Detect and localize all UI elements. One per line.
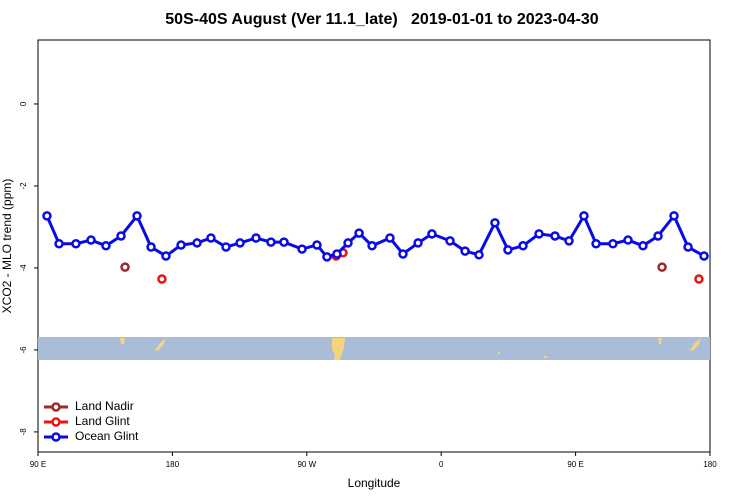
data-point	[157, 274, 167, 284]
y-tick-label: -2	[19, 182, 28, 190]
data-point	[445, 236, 455, 246]
data-point	[221, 242, 231, 252]
y-axis-label: XCO2 - MLO trend (ppm)	[0, 179, 14, 314]
data-point	[146, 242, 156, 252]
data-point	[503, 245, 513, 255]
y-tick-label: 0	[19, 101, 28, 106]
data-point	[235, 238, 245, 248]
data-point	[534, 229, 544, 239]
y-tick-label: -4	[19, 264, 28, 272]
data-point	[367, 241, 377, 251]
data-point	[427, 229, 437, 239]
data-point	[683, 242, 693, 252]
x-tick-label: 180	[166, 460, 180, 469]
data-point	[518, 241, 528, 251]
data-point	[86, 235, 96, 245]
data-point	[312, 240, 322, 250]
x-tick-label: 0	[439, 460, 444, 469]
plot-frame	[37, 39, 711, 453]
data-point	[669, 211, 679, 221]
x-tick-label: 90 W	[297, 460, 316, 469]
data-point	[332, 249, 342, 259]
data-point	[638, 241, 648, 251]
y-tick-label: -8	[19, 428, 28, 436]
data-point	[322, 252, 332, 262]
data-point	[132, 211, 142, 221]
x-tick-label: 90 E	[30, 460, 46, 469]
legend-marker	[51, 417, 61, 427]
data-point	[354, 228, 364, 238]
data-point	[192, 238, 202, 248]
data-point	[42, 211, 52, 221]
data-point	[385, 233, 395, 243]
data-point	[653, 231, 663, 241]
data-point	[176, 240, 186, 250]
data-point	[266, 237, 276, 247]
data-point	[460, 246, 470, 256]
data-point	[71, 238, 81, 249]
data-point	[608, 238, 618, 249]
data-point	[54, 238, 64, 249]
map-strip	[38, 337, 710, 360]
legend-label: Land Glint	[75, 414, 130, 428]
data-point	[297, 244, 307, 254]
legend-marker	[51, 432, 61, 442]
data-point	[694, 274, 704, 284]
data-point	[564, 236, 574, 246]
ocean-strip	[38, 337, 710, 360]
legend-label: Land Nadir	[75, 399, 134, 413]
data-point	[251, 233, 261, 243]
data-point	[591, 238, 601, 249]
data-point	[579, 211, 589, 221]
x-tick-label: 90 E	[567, 460, 583, 469]
data-point	[279, 237, 289, 247]
y-tick-label: -6	[19, 346, 28, 354]
data-point	[343, 238, 353, 248]
legend-label: Ocean Glint	[75, 429, 139, 443]
data-point	[550, 231, 560, 241]
legend-marker	[51, 402, 61, 412]
data-point	[657, 262, 667, 272]
chart-title: 50S-40S August (Ver 11.1_late) 2019-01-0…	[165, 11, 599, 28]
data-point	[413, 238, 423, 248]
x-tick-label: 180	[703, 460, 717, 469]
data-point	[206, 233, 216, 243]
data-point	[161, 251, 171, 261]
data-point	[398, 249, 408, 259]
data-point	[101, 241, 111, 251]
series-line	[45, 212, 705, 259]
data-point	[699, 251, 709, 261]
data-point	[623, 235, 633, 245]
data-point	[120, 262, 130, 272]
data-point	[490, 218, 500, 228]
data-point	[474, 250, 484, 260]
x-axis-label: Longitude	[348, 476, 401, 490]
data-point	[116, 231, 126, 241]
